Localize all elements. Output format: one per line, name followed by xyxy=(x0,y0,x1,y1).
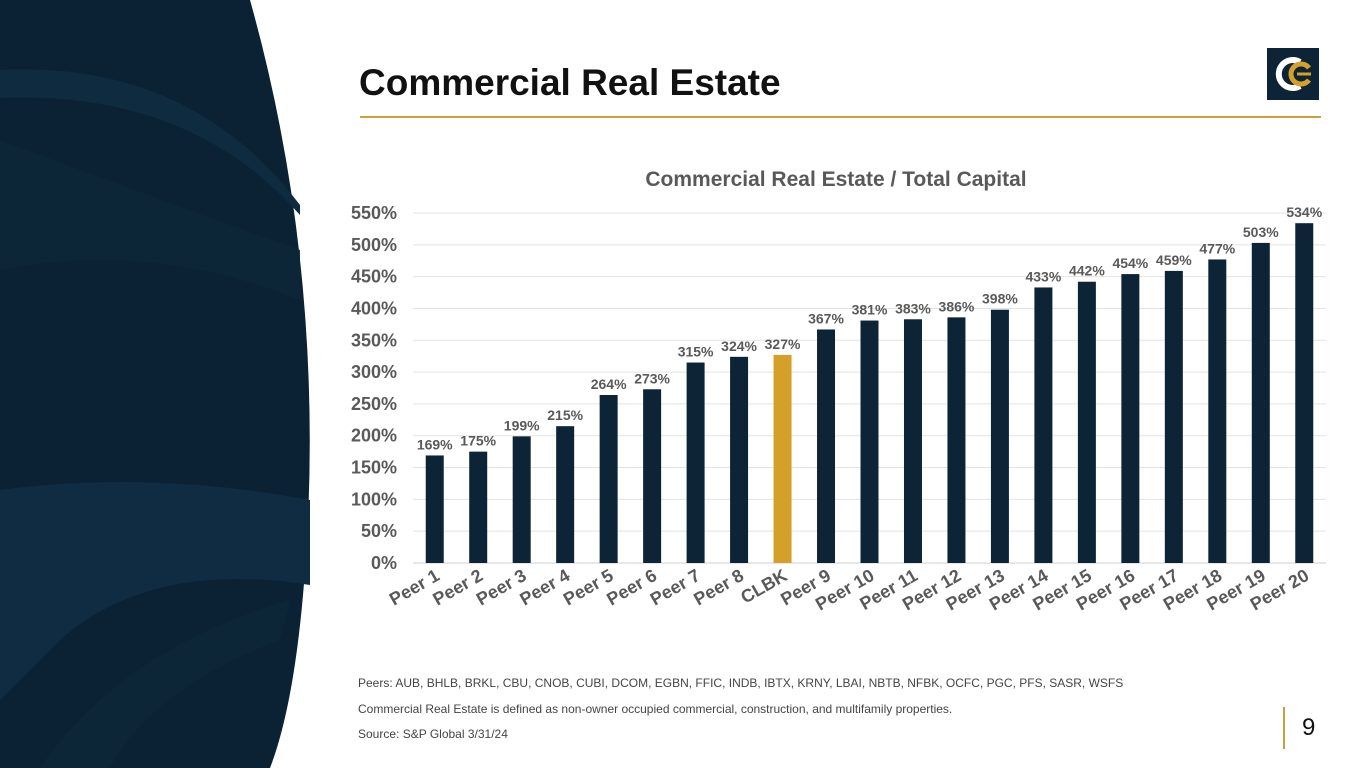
bar-peer-8 xyxy=(730,356,749,563)
data-label: 386% xyxy=(939,298,975,314)
y-axis-labels: 0% 50% 100% 150% 200% 250% 300% 350% 400% 450% 500… xyxy=(351,203,397,573)
slide-title: Commercial Real Estate xyxy=(359,62,781,103)
page-number: 9 xyxy=(1302,714,1316,741)
data-label: 442% xyxy=(1069,263,1105,279)
y-tick-label: 200% xyxy=(351,426,397,446)
data-label: 315% xyxy=(678,344,714,360)
navy-brand-swoosh-decoration xyxy=(0,0,310,768)
y-tick-label: 500% xyxy=(351,235,397,255)
data-label: 454% xyxy=(1112,255,1148,271)
data-labels: 169% 175% 199% 215% 264% 273% 315% 324% 327% 367%… xyxy=(417,204,1323,452)
bar-peer-14 xyxy=(1034,287,1053,563)
y-tick-label: 50% xyxy=(361,521,397,541)
data-label: 175% xyxy=(460,433,496,449)
bar-peer-17 xyxy=(1164,270,1183,563)
y-tick-label: 150% xyxy=(351,458,397,478)
x-tick-label: Peer 2 xyxy=(429,565,486,609)
data-label: 459% xyxy=(1156,252,1192,268)
data-label: 503% xyxy=(1243,224,1279,240)
data-label: 169% xyxy=(417,436,453,452)
x-tick-label: Peer 3 xyxy=(473,565,530,609)
bar-peer-4 xyxy=(556,426,575,563)
data-label: 398% xyxy=(982,291,1018,307)
data-label: 433% xyxy=(1025,268,1061,284)
y-tick-label: 550% xyxy=(351,203,397,223)
data-label: 477% xyxy=(1199,240,1235,256)
data-label: 215% xyxy=(547,407,583,423)
footnote-peers: Peers: AUB, BHLB, BRKL, CBU, CNOB, CUBI,… xyxy=(358,676,1124,690)
page-number-rule xyxy=(1283,707,1285,749)
data-label: 383% xyxy=(895,300,931,316)
footnote-definition: Commercial Real Estate is defined as non… xyxy=(358,701,953,716)
bar-peer-7 xyxy=(686,362,705,563)
bar-peer-18 xyxy=(1208,259,1227,563)
bar-peer-19 xyxy=(1251,242,1270,563)
x-tick-label: Peer 8 xyxy=(690,565,747,609)
data-label: 367% xyxy=(808,310,844,326)
data-label: 324% xyxy=(721,338,757,354)
x-tick-label: Peer 7 xyxy=(647,565,704,609)
chart-title: Commercial Real Estate / Total Capital xyxy=(645,168,1026,191)
bar-clbk xyxy=(773,354,792,563)
title-underline xyxy=(360,116,1321,118)
bar-peer-13 xyxy=(990,309,1009,563)
y-tick-label: 100% xyxy=(351,489,397,509)
x-tick-label: Peer 4 xyxy=(516,565,573,609)
data-label: 264% xyxy=(591,376,627,392)
bar-peer-20 xyxy=(1295,223,1314,563)
y-tick-label: 300% xyxy=(351,362,397,382)
bar-peer-11 xyxy=(903,319,922,563)
bar-peer-12 xyxy=(947,317,966,563)
footnote-source: Source: S&P Global 3/31/24 xyxy=(358,727,508,741)
bar-peer-6 xyxy=(643,389,662,563)
bar-peer-3 xyxy=(512,436,531,563)
bar-peer-15 xyxy=(1077,281,1096,563)
x-tick-label: Peer 6 xyxy=(603,565,660,609)
cc-monogram-logo-icon xyxy=(1267,48,1319,100)
bar-peer-2 xyxy=(469,451,488,563)
y-tick-label: 0% xyxy=(371,553,397,573)
bar-peer-10 xyxy=(860,320,879,563)
bar-peer-9 xyxy=(817,329,836,563)
bar-series xyxy=(425,223,1314,563)
data-label: 381% xyxy=(852,302,888,318)
bar-peer-5 xyxy=(599,395,618,563)
data-label: 273% xyxy=(634,370,670,386)
data-label: 199% xyxy=(504,417,540,433)
cre-total-capital-bar-chart: Commercial Real Estate / Total Capital 0… xyxy=(351,168,1326,614)
x-tick-label: Peer 5 xyxy=(560,565,617,609)
y-tick-label: 450% xyxy=(351,267,397,287)
y-tick-label: 350% xyxy=(351,330,397,350)
y-tick-label: 400% xyxy=(351,298,397,318)
footnotes: Peers: AUB, BHLB, BRKL, CBU, CNOB, CUBI,… xyxy=(358,676,1123,753)
data-label: 534% xyxy=(1286,204,1322,220)
data-label: 327% xyxy=(765,336,801,352)
y-tick-label: 250% xyxy=(351,394,397,414)
bar-peer-1 xyxy=(425,455,444,563)
bar-peer-16 xyxy=(1121,274,1140,563)
